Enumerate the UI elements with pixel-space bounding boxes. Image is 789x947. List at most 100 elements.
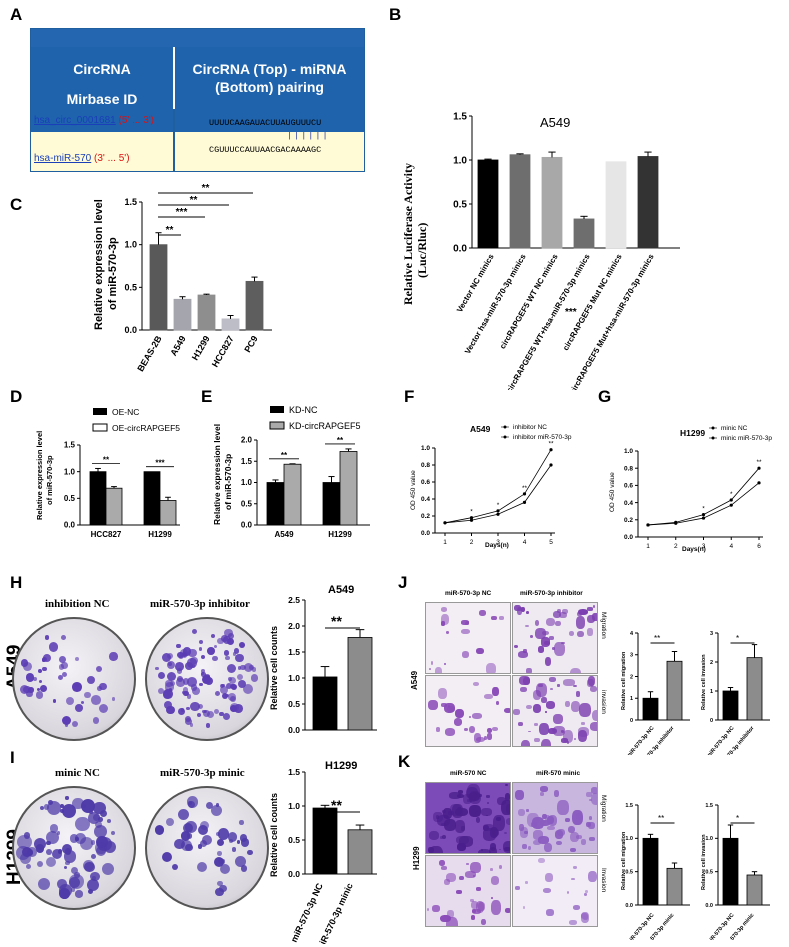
stained-cell xyxy=(518,808,526,816)
stained-cell xyxy=(542,821,546,824)
stained-cell xyxy=(590,787,597,794)
panel-j1-y-tick-label: 0 xyxy=(630,718,633,724)
panel-c-brackets: ********* xyxy=(158,183,253,236)
stained-cell xyxy=(583,610,587,615)
stained-cell xyxy=(453,718,463,727)
stained-cell xyxy=(469,716,472,718)
colony xyxy=(220,864,231,875)
panel-j2-sig: * xyxy=(736,634,739,643)
stained-cell xyxy=(552,713,563,724)
stained-cell xyxy=(517,721,523,726)
panel-g-plot: 0.00.20.40.60.81.01 2 3 4 6**** xyxy=(624,448,763,550)
stained-cell xyxy=(542,887,552,893)
panel-d-y-tick-label: 1.0 xyxy=(64,467,76,476)
stained-cell xyxy=(545,873,554,883)
colony xyxy=(41,658,46,662)
stained-cell xyxy=(571,878,575,881)
colony xyxy=(176,678,185,687)
stained-cell xyxy=(484,693,494,700)
stained-cell xyxy=(581,913,589,920)
panel-b-bar xyxy=(477,159,499,249)
panel-g-legend-2: minic miR-570-3p xyxy=(721,435,772,442)
colony xyxy=(171,863,178,870)
stained-cell xyxy=(567,825,576,833)
colony xyxy=(87,888,94,895)
stained-cell xyxy=(552,646,556,650)
panel-k2-y-tick-label: 0.0 xyxy=(705,903,713,909)
colony xyxy=(42,653,51,663)
stained-cell xyxy=(478,610,486,617)
colony xyxy=(228,632,235,639)
stained-cell xyxy=(440,614,450,625)
stained-cell xyxy=(445,917,458,926)
panel-i-bar xyxy=(347,829,373,875)
colony xyxy=(58,663,65,670)
colony xyxy=(74,683,79,688)
stained-cell xyxy=(446,910,454,919)
colony xyxy=(177,708,185,716)
panel-j1-y-tick-label: 3 xyxy=(630,653,633,659)
circ-id-link[interactable]: hsa_circ_0001681 xyxy=(34,115,116,126)
colony xyxy=(161,851,172,862)
stained-cell xyxy=(534,627,546,639)
colony xyxy=(189,723,193,727)
stained-cell xyxy=(444,728,456,736)
colony xyxy=(72,797,84,810)
panel-f-y-tick-label: 1.0 xyxy=(421,445,430,452)
colony xyxy=(98,703,109,714)
stained-cell xyxy=(475,736,486,743)
panel-k1-bar xyxy=(642,837,659,906)
panel-b-y-tick-label: 1.0 xyxy=(453,155,467,166)
panel-d-legend-swatch-2 xyxy=(92,423,108,432)
stained-cell xyxy=(566,890,570,895)
stained-cell xyxy=(491,727,499,732)
stained-cell xyxy=(586,614,595,624)
colony-dish-minic xyxy=(145,786,269,910)
stained-cell xyxy=(568,630,575,636)
panel-d-bar xyxy=(143,471,161,526)
stained-cell xyxy=(435,727,440,732)
stained-cell xyxy=(587,607,593,611)
colony xyxy=(70,866,79,875)
panel-k1-y-tick-label: 0.0 xyxy=(625,903,633,909)
stained-cell xyxy=(549,677,556,683)
panel-k-chart2-ylabel: Relative cell invasion xyxy=(701,834,707,890)
panel-i-bars xyxy=(312,804,373,875)
colony xyxy=(60,804,64,809)
stained-cell xyxy=(587,822,595,830)
stained-cell xyxy=(540,697,547,703)
stained-cell xyxy=(532,839,541,846)
panel-f-y-tick-label: 0.4 xyxy=(421,496,430,503)
panel-d-y-tick-label: 0.0 xyxy=(64,521,76,530)
stained-cell xyxy=(491,897,494,900)
colony xyxy=(234,704,243,713)
colony xyxy=(183,690,189,696)
colony xyxy=(46,800,61,815)
stained-cell xyxy=(520,606,526,613)
stained-cell xyxy=(575,616,585,629)
stained-cell xyxy=(471,713,482,720)
colony xyxy=(35,691,44,699)
panel-j1-y-tick-label: 4 xyxy=(630,631,634,637)
mir-id-link[interactable]: hsa-miR-570 xyxy=(34,153,92,164)
stained-cell xyxy=(552,728,555,732)
panel-k1-y-tick-label: 1.0 xyxy=(625,836,633,842)
colony xyxy=(39,805,44,811)
stained-cell xyxy=(524,624,529,628)
panel-g-point xyxy=(701,513,706,517)
stained-cell xyxy=(570,847,577,852)
panel-f-x-tick-label: 3 xyxy=(496,539,500,546)
colony xyxy=(215,803,219,807)
stained-cell xyxy=(459,836,474,847)
panel-c-bracket-label: *** xyxy=(176,207,188,218)
panel-d-y-tick-label: 0.5 xyxy=(64,494,76,503)
header-circrna: CircRNA xyxy=(73,61,131,77)
colony xyxy=(69,834,79,843)
panel-k-chart-1: Relative cell migration 0.00.51.01.5 ** … xyxy=(621,803,690,940)
stained-cell xyxy=(532,704,542,713)
colony xyxy=(186,706,190,711)
panel-c-x-tick-label: HCC827 xyxy=(210,334,236,369)
panel-g-y-tick-label: 0.4 xyxy=(624,500,633,507)
colony xyxy=(94,820,102,828)
stained-cell xyxy=(545,617,556,626)
